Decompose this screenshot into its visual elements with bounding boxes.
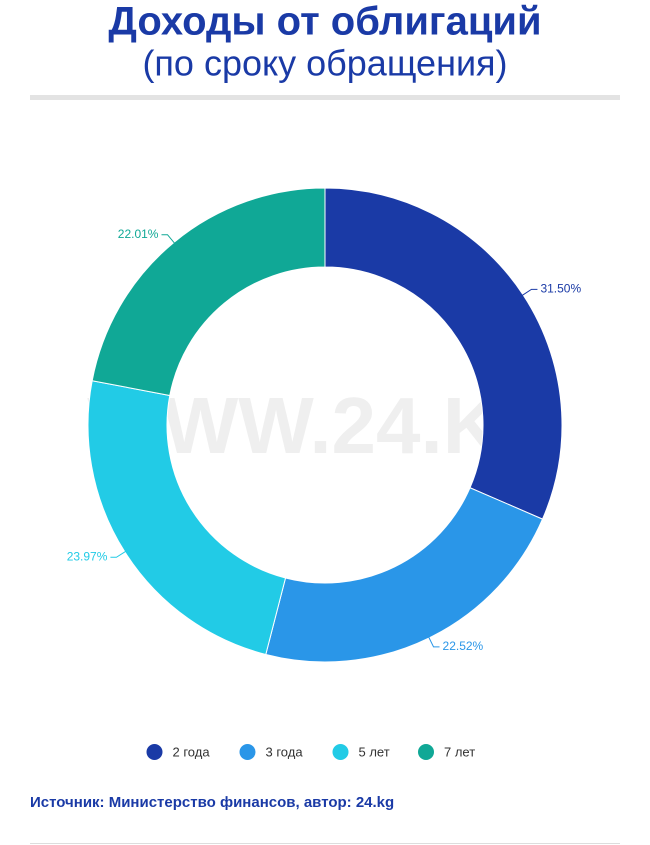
- data-label: 22.01%: [118, 227, 159, 241]
- legend-label: 2 года: [173, 744, 211, 759]
- bottom-divider: [30, 843, 620, 844]
- legend-label: 7 лет: [444, 744, 475, 759]
- leader-line: [110, 550, 127, 558]
- source: Источник: Министерство финансов, автор: …: [30, 794, 394, 811]
- leader-line: [521, 288, 538, 297]
- donut-slice: [91, 187, 326, 397]
- legend-marker: [239, 744, 256, 760]
- legend-marker: [332, 744, 349, 760]
- legend-label: 3 года: [266, 744, 304, 759]
- donut-slice: [87, 380, 287, 656]
- chart-subtitle: (по сроку обращения): [142, 43, 507, 84]
- leader-line: [427, 635, 440, 648]
- legend-label: 5 лет: [359, 744, 390, 759]
- data-label: 22.52%: [443, 639, 484, 653]
- divider: [30, 95, 620, 100]
- donut-slice: [324, 187, 563, 520]
- leader-line: [161, 234, 176, 245]
- donut-slice: [265, 487, 544, 663]
- legend-marker: [418, 744, 434, 760]
- chart-title: Доходы от облигаций: [108, 0, 541, 44]
- legend-marker: [146, 744, 163, 760]
- data-label: 31.50%: [540, 282, 581, 296]
- data-label: 23.97%: [67, 549, 108, 563]
